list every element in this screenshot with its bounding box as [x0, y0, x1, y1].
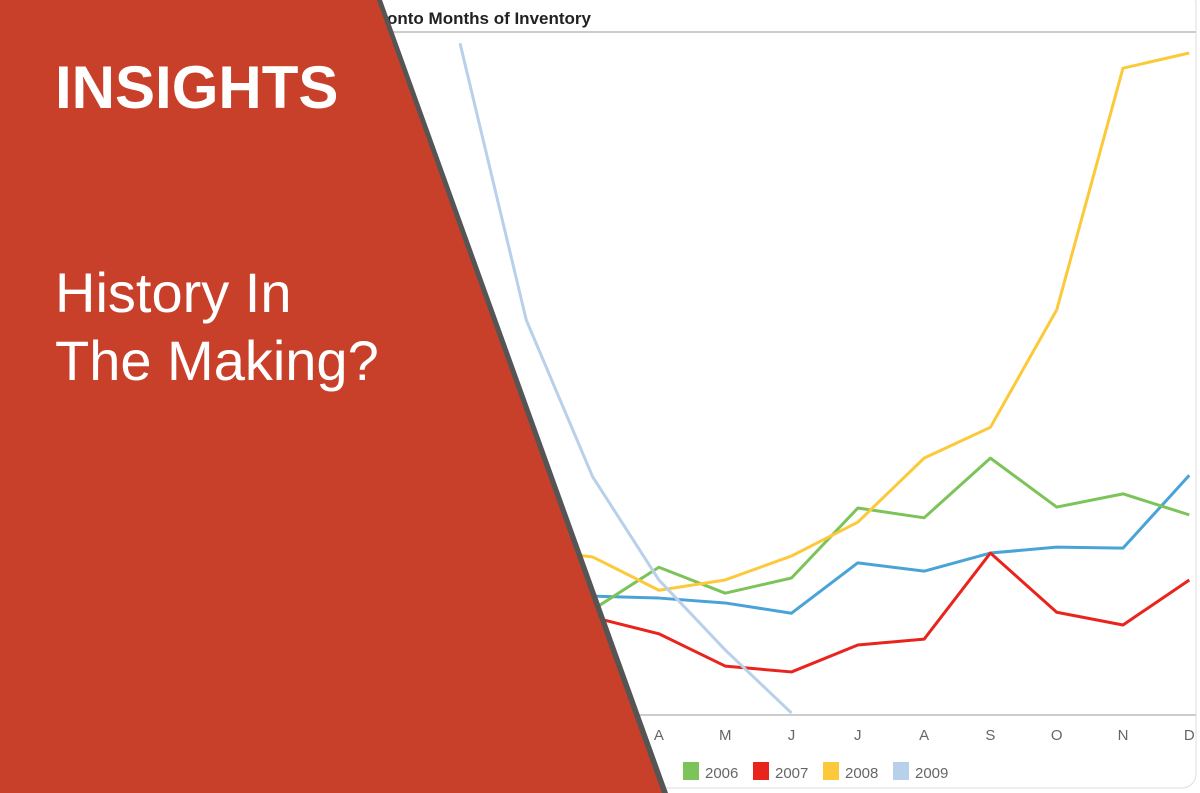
- x-tick-label: D: [1184, 727, 1195, 744]
- x-tick-label: J: [788, 727, 796, 744]
- legend-label: 2008: [845, 765, 878, 782]
- legend-swatch: [753, 762, 769, 780]
- x-tick-label: A: [919, 727, 929, 744]
- legend-swatch: [683, 762, 699, 780]
- x-tick-label: N: [1118, 727, 1129, 744]
- heading: INSIGHTS: [55, 54, 338, 121]
- line-series: [458, 42, 793, 715]
- x-tick-label: S: [985, 727, 995, 744]
- subtitle: History In: [55, 261, 292, 324]
- chart-title: oronto Months of Inventory: [370, 9, 592, 28]
- legend-label: 2006: [705, 765, 738, 782]
- x-tick-label: A: [654, 727, 664, 744]
- legend-swatch: [823, 762, 839, 780]
- x-tick-label: M: [719, 727, 732, 744]
- legend-label: 2009: [915, 765, 948, 782]
- red-panel: [0, 0, 662, 793]
- x-tick-label: J: [854, 727, 862, 744]
- x-tick-label: O: [1051, 727, 1063, 744]
- legend-swatch: [893, 762, 909, 780]
- subtitle: The Making?: [55, 329, 379, 392]
- legend-label: 2007: [775, 765, 808, 782]
